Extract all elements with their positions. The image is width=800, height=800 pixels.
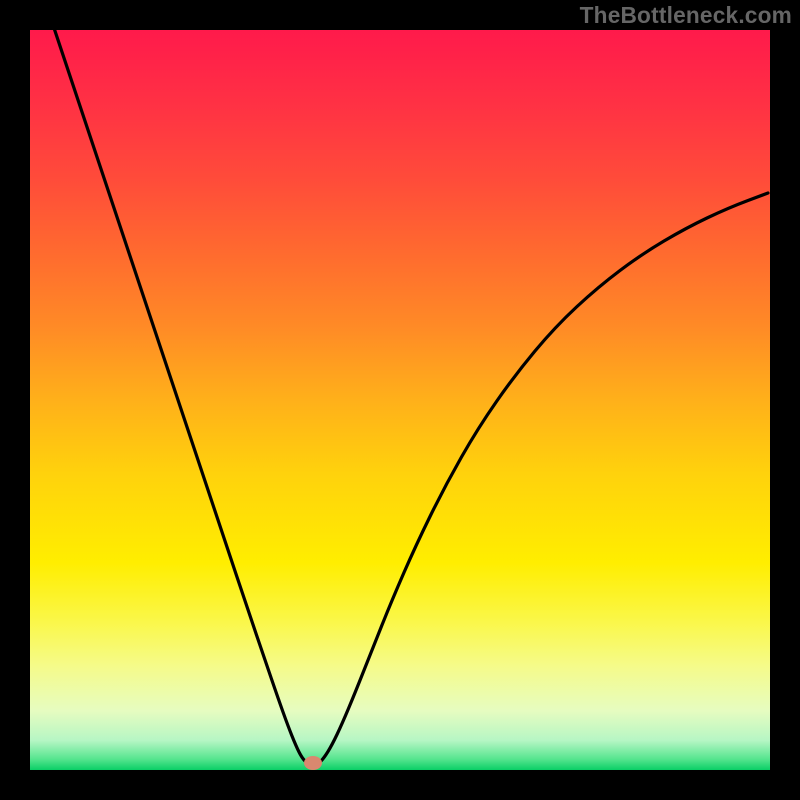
chart-frame: { "meta": { "width_px": 800, "height_px"… bbox=[0, 0, 800, 800]
bottleneck-chart bbox=[0, 0, 800, 800]
watermark-text: TheBottleneck.com bbox=[580, 2, 792, 29]
gradient-background bbox=[30, 30, 770, 770]
optimum-marker bbox=[304, 756, 322, 770]
